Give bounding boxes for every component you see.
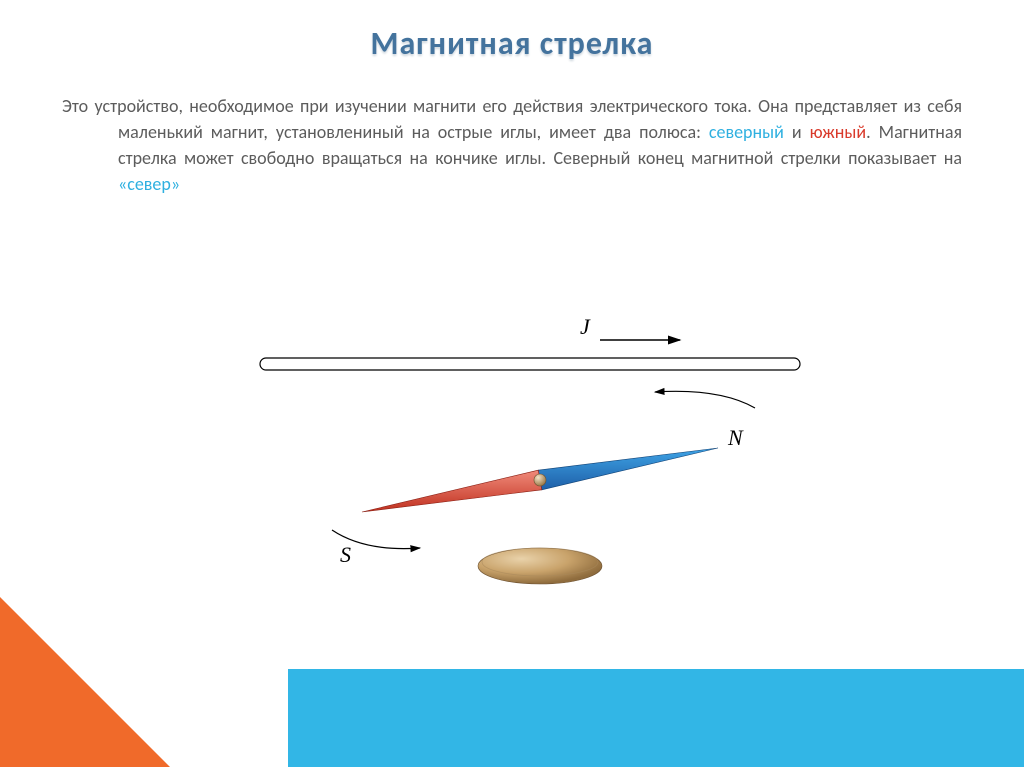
- slide: { "title": { "text": "Магнитная стрелка"…: [0, 0, 1024, 767]
- svg-text:N: N: [727, 425, 744, 450]
- decoration-rect: [288, 669, 1024, 767]
- title-text: Магнитная стрелка: [371, 24, 654, 63]
- slide-title: Магнитная стрелка: [0, 0, 1024, 63]
- decoration-triangle: [0, 597, 170, 767]
- body-paragraph: Это устройство, необходимое при изучении…: [0, 63, 1024, 197]
- paragraph-text: Это устройство, необходимое при изучении…: [62, 93, 962, 197]
- svg-text:S: S: [340, 542, 351, 567]
- diagram-svg: J N S: [250, 310, 810, 610]
- svg-text:J: J: [580, 314, 591, 339]
- compass-diagram: J N S: [250, 310, 810, 610]
